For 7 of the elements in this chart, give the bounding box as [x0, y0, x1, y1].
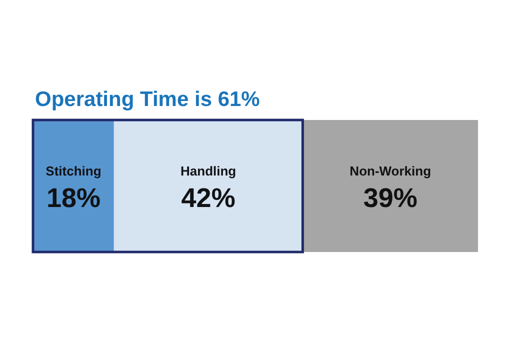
- data-label: 42%: [181, 183, 236, 214]
- series-label: Handling: [180, 163, 236, 178]
- data-label: 18%: [46, 183, 100, 214]
- series-label: Non-Working: [350, 163, 432, 178]
- series-label: Stitching: [46, 163, 102, 178]
- band-label: Operating Time is 61%: [35, 88, 260, 111]
- data-label: 39%: [363, 183, 418, 214]
